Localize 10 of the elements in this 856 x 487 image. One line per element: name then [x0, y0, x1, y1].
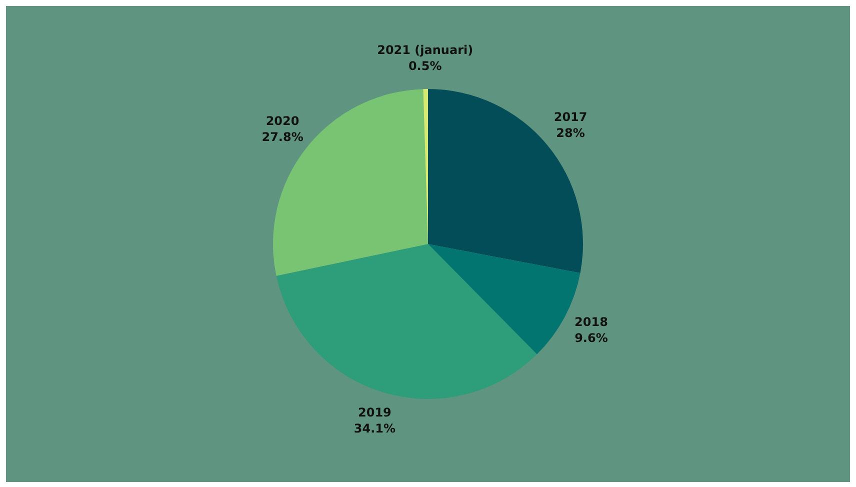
slice-label: 2020: [266, 114, 300, 128]
data-label: 28%: [556, 126, 585, 140]
slice-label: 2018: [574, 315, 608, 330]
slice-label: 2017: [554, 110, 588, 124]
data-label: 0.5%: [408, 59, 442, 74]
data-label: 9.6%: [574, 331, 608, 346]
data-label: 34.1%: [354, 421, 396, 436]
data-label: 27.8%: [262, 130, 304, 144]
slice-label: 2019: [358, 405, 392, 420]
slice-label: 2021 (januari): [377, 43, 474, 58]
